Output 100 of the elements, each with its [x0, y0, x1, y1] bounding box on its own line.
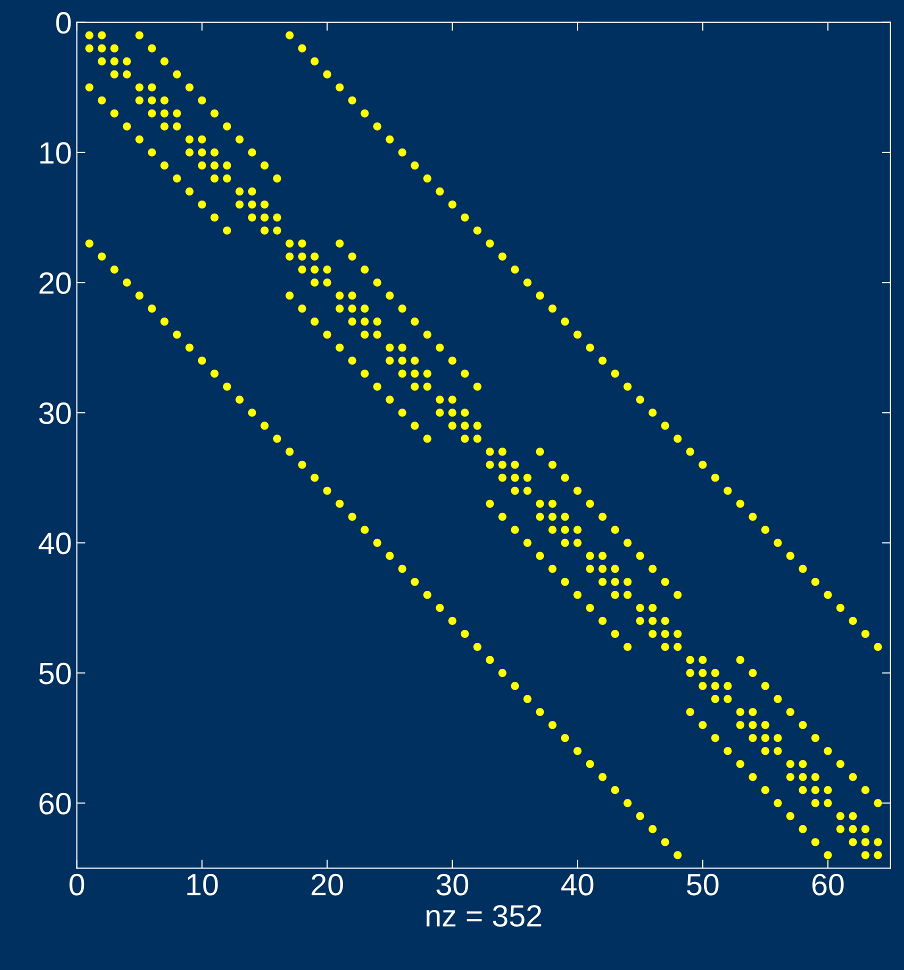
point — [848, 812, 857, 820]
point — [736, 760, 744, 768]
point — [598, 773, 607, 782]
point — [761, 746, 770, 756]
point — [423, 434, 432, 443]
point — [398, 564, 406, 573]
point — [336, 344, 344, 352]
point — [236, 396, 244, 404]
point — [523, 278, 532, 287]
point — [560, 318, 570, 326]
point — [448, 356, 456, 365]
point — [636, 552, 644, 560]
point — [573, 330, 582, 339]
point — [85, 239, 94, 248]
point — [661, 616, 670, 625]
point — [674, 590, 682, 599]
point — [148, 44, 156, 52]
point — [360, 266, 369, 274]
point — [436, 344, 444, 352]
point — [360, 304, 369, 313]
point — [774, 799, 782, 808]
point — [586, 344, 594, 352]
point — [222, 382, 232, 391]
point — [748, 708, 757, 716]
point — [310, 474, 319, 482]
point — [185, 83, 194, 92]
point — [98, 31, 106, 40]
point — [360, 109, 369, 118]
point — [348, 292, 356, 300]
point — [310, 318, 319, 326]
point — [423, 174, 432, 183]
point — [674, 630, 682, 638]
point — [348, 96, 356, 104]
point — [798, 760, 807, 768]
y-tick-label: 30 — [39, 402, 71, 424]
point — [774, 694, 782, 704]
y-tick-label: 40 — [38, 532, 71, 554]
point — [761, 786, 770, 794]
point — [198, 135, 206, 144]
point — [661, 578, 670, 586]
point — [698, 460, 707, 469]
point — [711, 474, 720, 482]
point — [498, 252, 506, 261]
point — [586, 500, 594, 508]
point — [548, 460, 557, 469]
point — [110, 70, 118, 78]
point — [360, 526, 369, 534]
point — [573, 486, 582, 495]
point — [573, 590, 582, 599]
point — [85, 83, 94, 92]
point — [486, 239, 494, 248]
point — [172, 330, 182, 339]
x-tick-label: 50 — [686, 874, 718, 896]
point — [436, 408, 444, 417]
point — [298, 460, 306, 469]
point — [560, 578, 570, 586]
point — [536, 552, 544, 560]
point — [210, 148, 219, 156]
point — [85, 44, 94, 52]
point — [386, 356, 394, 365]
point — [473, 382, 482, 391]
point — [636, 812, 644, 820]
point — [698, 720, 707, 730]
point — [486, 460, 494, 469]
point — [711, 734, 720, 742]
point — [398, 304, 406, 313]
point — [373, 278, 382, 287]
point — [460, 408, 469, 417]
point — [736, 656, 744, 664]
point — [148, 304, 156, 313]
point — [473, 226, 482, 235]
point — [198, 161, 206, 170]
point — [674, 851, 682, 860]
x-tick-label: 20 — [312, 874, 343, 896]
point — [848, 773, 857, 782]
point — [236, 135, 244, 144]
point — [611, 786, 620, 794]
point — [122, 278, 131, 287]
point — [598, 616, 607, 625]
point — [423, 590, 432, 599]
point — [448, 396, 456, 404]
point — [724, 486, 732, 495]
point — [222, 226, 232, 235]
point — [748, 668, 757, 678]
point — [248, 408, 256, 417]
point — [861, 825, 870, 834]
point — [336, 500, 344, 508]
point — [248, 213, 256, 222]
point — [222, 161, 232, 170]
point — [624, 538, 632, 547]
point — [323, 70, 332, 78]
point — [798, 786, 807, 794]
point — [185, 148, 194, 156]
point — [698, 656, 707, 664]
point — [624, 382, 632, 391]
point — [122, 57, 131, 66]
point — [122, 122, 131, 130]
point — [336, 304, 344, 313]
point — [636, 616, 644, 625]
point — [198, 200, 206, 209]
